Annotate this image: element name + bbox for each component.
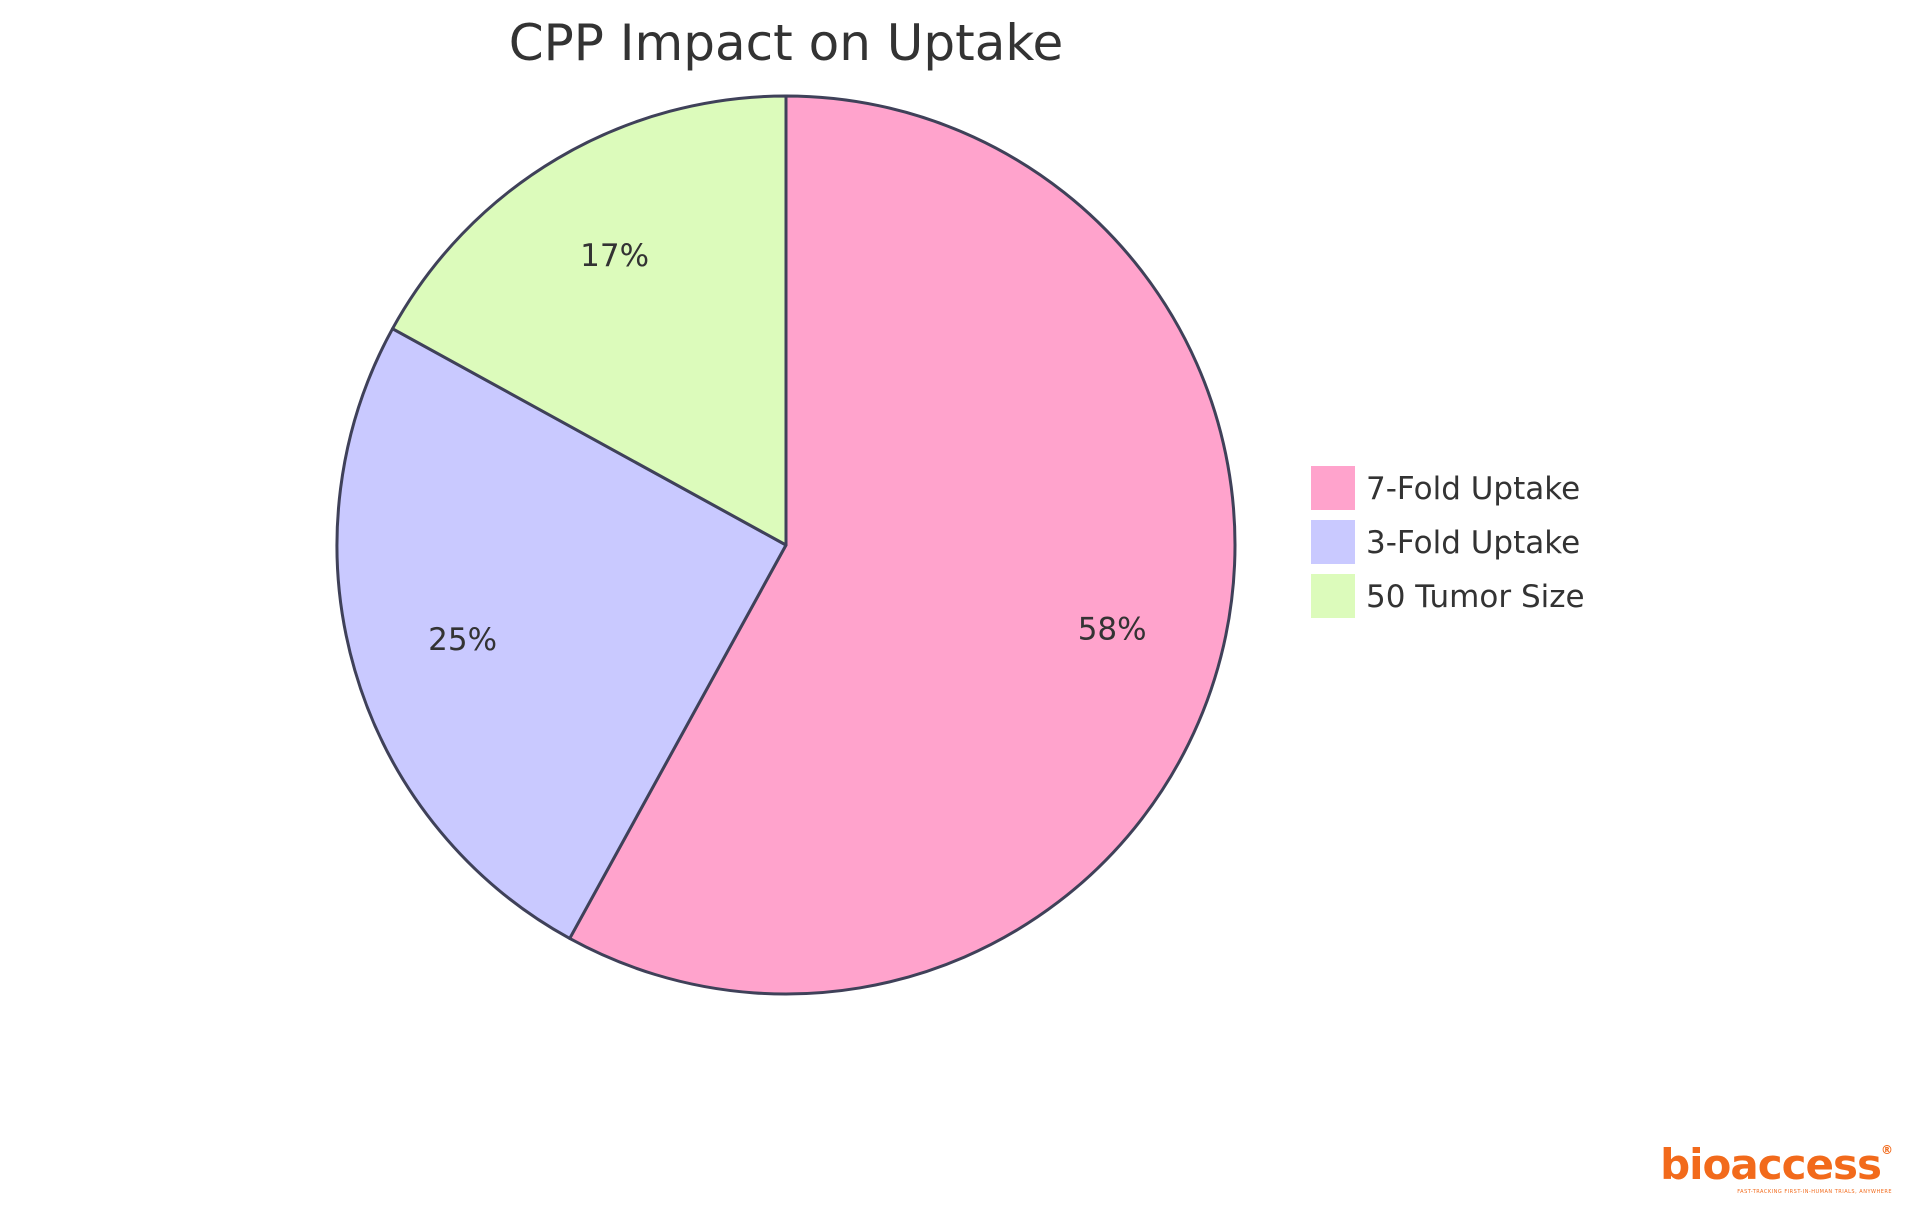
legend-swatch-2 [1309,518,1357,566]
slice-label-1: 58% [1078,612,1147,648]
bioaccess-logo: bioaccess® FAST-TRACKING FIRST-IN-HUMAN … [1660,1140,1893,1196]
legend-label-3: 50 Tumor Size [1366,579,1585,615]
logo-tagline: FAST-TRACKING FIRST-IN-HUMAN TRIALS, ANY… [1737,1189,1892,1195]
logo-text: bioaccess [1660,1140,1882,1189]
slice-label-2: 25% [428,622,497,658]
legend: 7-Fold Uptake 3-Fold Uptake 50 Tumor Size [1309,464,1585,620]
chart-title: CPP Impact on Uptake [509,14,1064,72]
pie-slices [335,94,1237,996]
slice-label-3: 17% [580,238,649,274]
legend-swatch-3 [1309,572,1357,620]
pie-slice-1 [568,94,1237,996]
legend-label-2: 3-Fold Uptake [1366,525,1580,561]
legend-label-1: 7-Fold Uptake [1366,471,1580,507]
pie-slice-2 [335,327,788,940]
legend-swatch-1 [1309,464,1357,512]
pie-slice-labels: 58% 25% 17% [428,238,1146,658]
pie-slice-3 [391,94,788,547]
